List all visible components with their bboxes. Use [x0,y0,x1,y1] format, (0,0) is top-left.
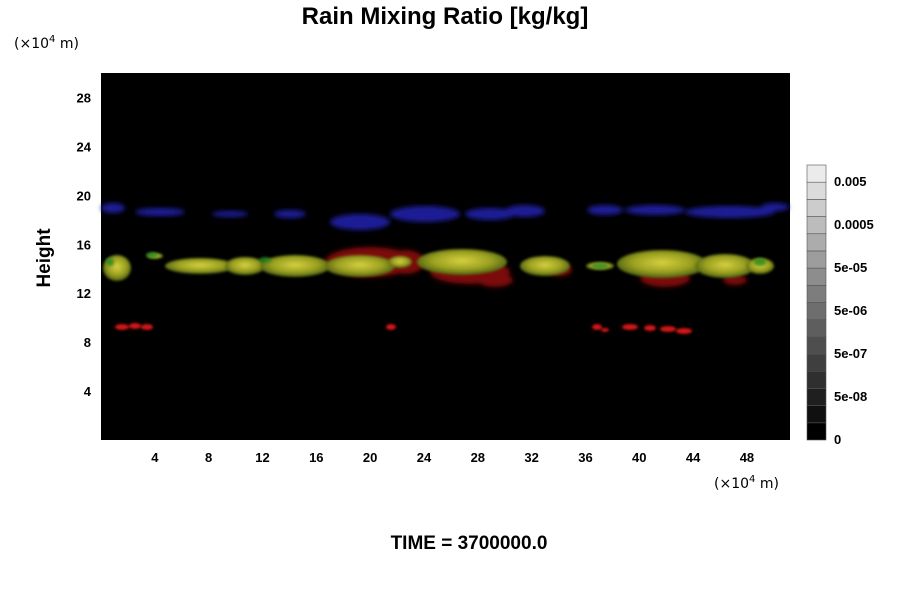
x-tick-label: 8 [205,450,212,465]
x-tick-label: 16 [309,450,323,465]
colorbar-level [806,285,827,303]
colorbar-tick-label: 5e-05 [834,260,867,275]
green-highlights [106,252,766,269]
x-tick-label: 32 [524,450,538,465]
colorbar-level [806,422,827,441]
x-tick-label: 40 [632,450,646,465]
colorbar-labels: 0 5e-08 5e-07 5e-06 5e-05 0.0005 0.005 [834,174,874,447]
colorbar [806,164,827,441]
x-tick-label: 44 [686,450,701,465]
y-axis-ticks: 4 8 12 16 20 24 28 [77,90,92,399]
chart-title: Rain Mixing Ratio [kg/kg] [302,3,589,30]
x-tick-label: 24 [417,450,432,465]
time-footer: TIME = 3700000.0 [391,533,548,554]
colorbar-tick-label: 0.005 [834,174,867,189]
colorbar-level [806,216,827,235]
y-tick-label: 8 [84,335,91,350]
colorbar-tick-label: 5e-07 [834,346,867,361]
y-axis-unit: (×104 m) [14,34,79,52]
colorbar-tick-label: 5e-08 [834,389,867,404]
colorbar-level [806,388,827,406]
colorbar-level [806,370,827,389]
field-features [101,203,789,334]
colorbar-level [806,319,827,338]
colorbar-level [806,233,827,252]
x-tick-label: 20 [363,450,377,465]
yellow-green-band [103,249,774,281]
x-tick-label: 28 [471,450,485,465]
x-tick-label: 12 [255,450,269,465]
x-axis-unit: (×104 m) [714,474,779,492]
x-tick-label: 36 [578,450,592,465]
y-tick-label: 12 [77,286,91,301]
colorbar-tick-label: 0 [834,432,841,447]
x-tick-label: 4 [151,450,159,465]
colorbar-level [806,302,827,320]
x-axis-ticks: 4 8 12 16 20 24 28 32 36 40 44 48 [151,450,754,465]
red-spots [115,323,692,334]
colorbar-tick-label: 0.0005 [834,217,874,232]
y-tick-label: 28 [77,90,91,105]
colorbar-level [806,353,827,372]
y-tick-label: 24 [77,139,92,154]
colorbar-level [806,405,827,424]
y-axis-label: Height [34,228,55,288]
y-tick-label: 20 [77,188,91,203]
y-tick-label: 4 [84,384,92,399]
colorbar-tick-label: 5e-06 [834,303,867,318]
colorbar-level [806,267,827,286]
colorbar-level [806,250,827,269]
blue-band [101,203,789,230]
colorbar-level [806,199,827,217]
x-tick-label: 48 [740,450,754,465]
colorbar-level [806,181,827,200]
y-tick-label: 16 [77,237,91,252]
colorbar-level [806,164,827,183]
colorbar-level [806,336,827,355]
